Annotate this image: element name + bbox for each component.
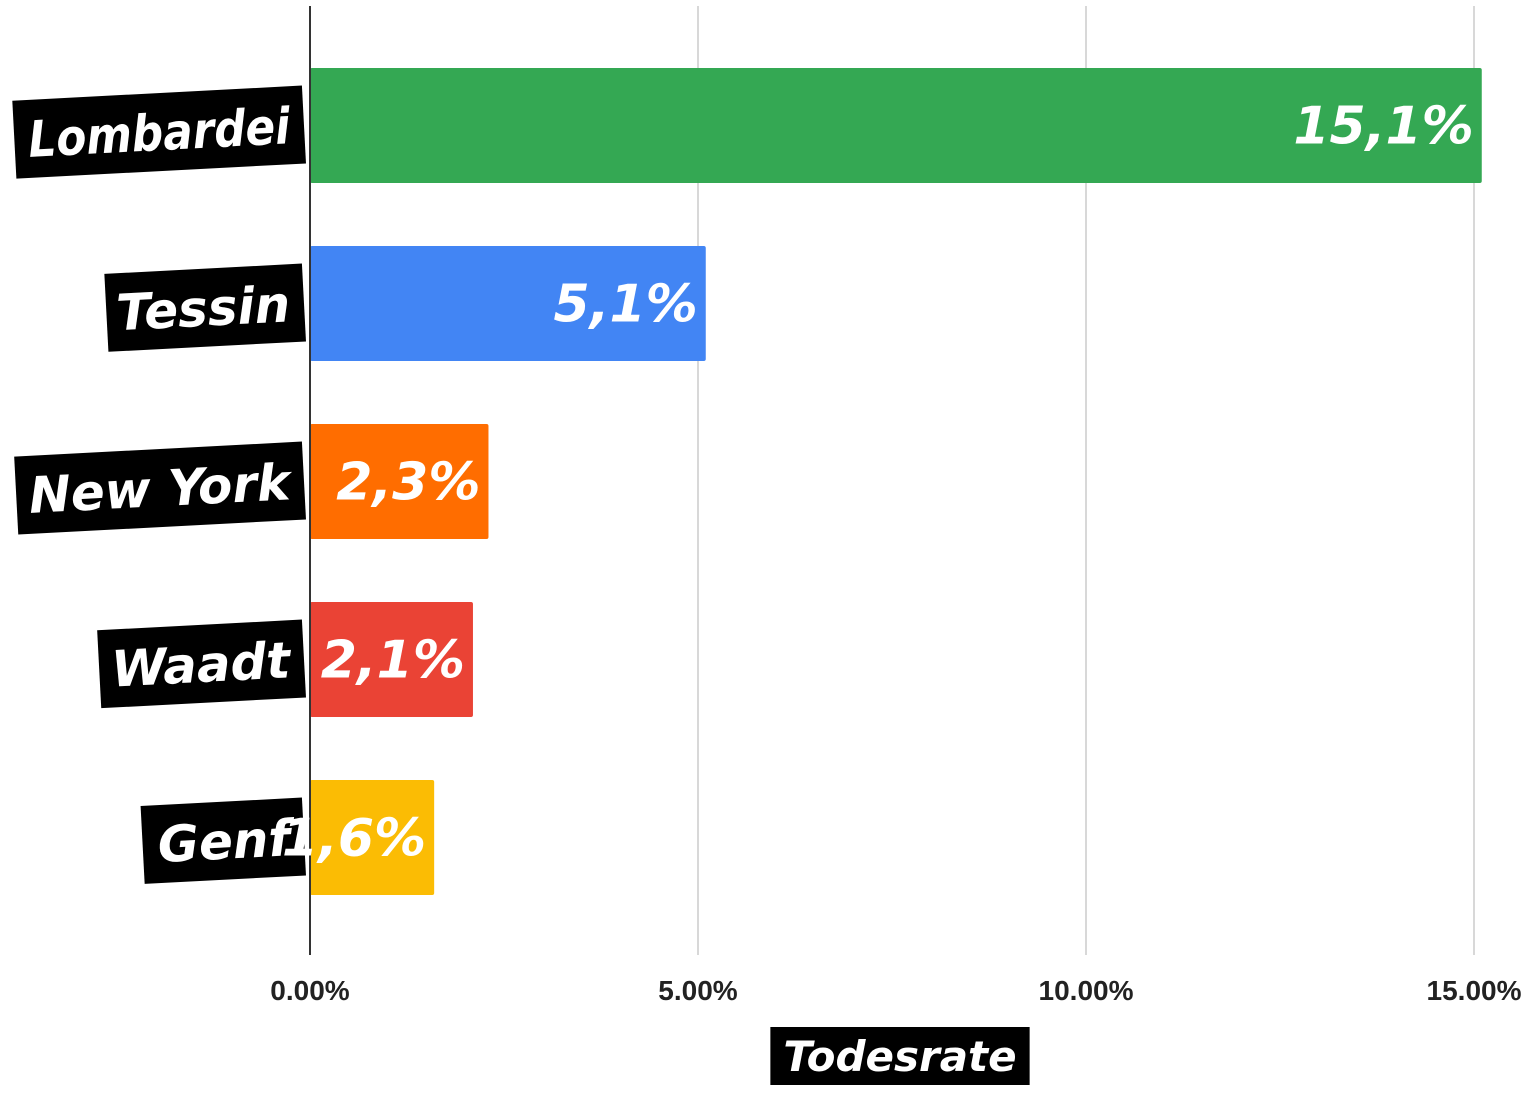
category-label: New York [27, 453, 294, 525]
category-label-group: Lombardei [12, 85, 306, 179]
data-label: 15,1% [1293, 97, 1473, 157]
bar [310, 424, 489, 539]
x-tick-label: 0.00% [270, 975, 349, 1006]
bar [310, 602, 473, 717]
x-tick-label: 5.00% [658, 975, 737, 1006]
category-label-group: Waadt [97, 619, 306, 709]
category-label: Tessin [115, 275, 292, 342]
category-label-group: New York [14, 441, 306, 535]
data-label: 2,3% [336, 453, 480, 513]
category-label-background [97, 619, 306, 709]
bars [310, 68, 1482, 895]
bar [310, 780, 435, 895]
category-label-background [104, 263, 306, 352]
data-label: 1,6% [282, 809, 426, 869]
x-axis-title-group: Todesrate [770, 1027, 1030, 1085]
x-axis-title-background [770, 1027, 1030, 1085]
bar [310, 68, 1482, 183]
x-axis-title: Todesrate [783, 1032, 1016, 1081]
category-label-group: Tessin [104, 263, 306, 352]
category-label-background [12, 85, 306, 179]
category-labels: Lombardei Tessin New York Waadt Genf [12, 85, 306, 884]
category-label: Genf [156, 809, 296, 874]
category-label-group: Genf [140, 797, 306, 884]
data-label: 2,1% [321, 631, 465, 691]
category-label: Lombardei [27, 97, 292, 169]
category-label-background [140, 797, 306, 884]
data-label: 5,1% [554, 275, 698, 335]
x-tick-label: 10.00% [1039, 975, 1134, 1006]
category-label: Waadt [110, 631, 294, 698]
category-label-background [14, 441, 306, 535]
bar [310, 246, 706, 361]
value-labels: 15,1% 5,1% 2,3% 2,1% 1,6% [282, 97, 1474, 869]
x-tick-labels: 0.00% 5.00% 10.00% 15.00% [270, 975, 1521, 1006]
x-tick-label: 15.00% [1427, 975, 1522, 1006]
